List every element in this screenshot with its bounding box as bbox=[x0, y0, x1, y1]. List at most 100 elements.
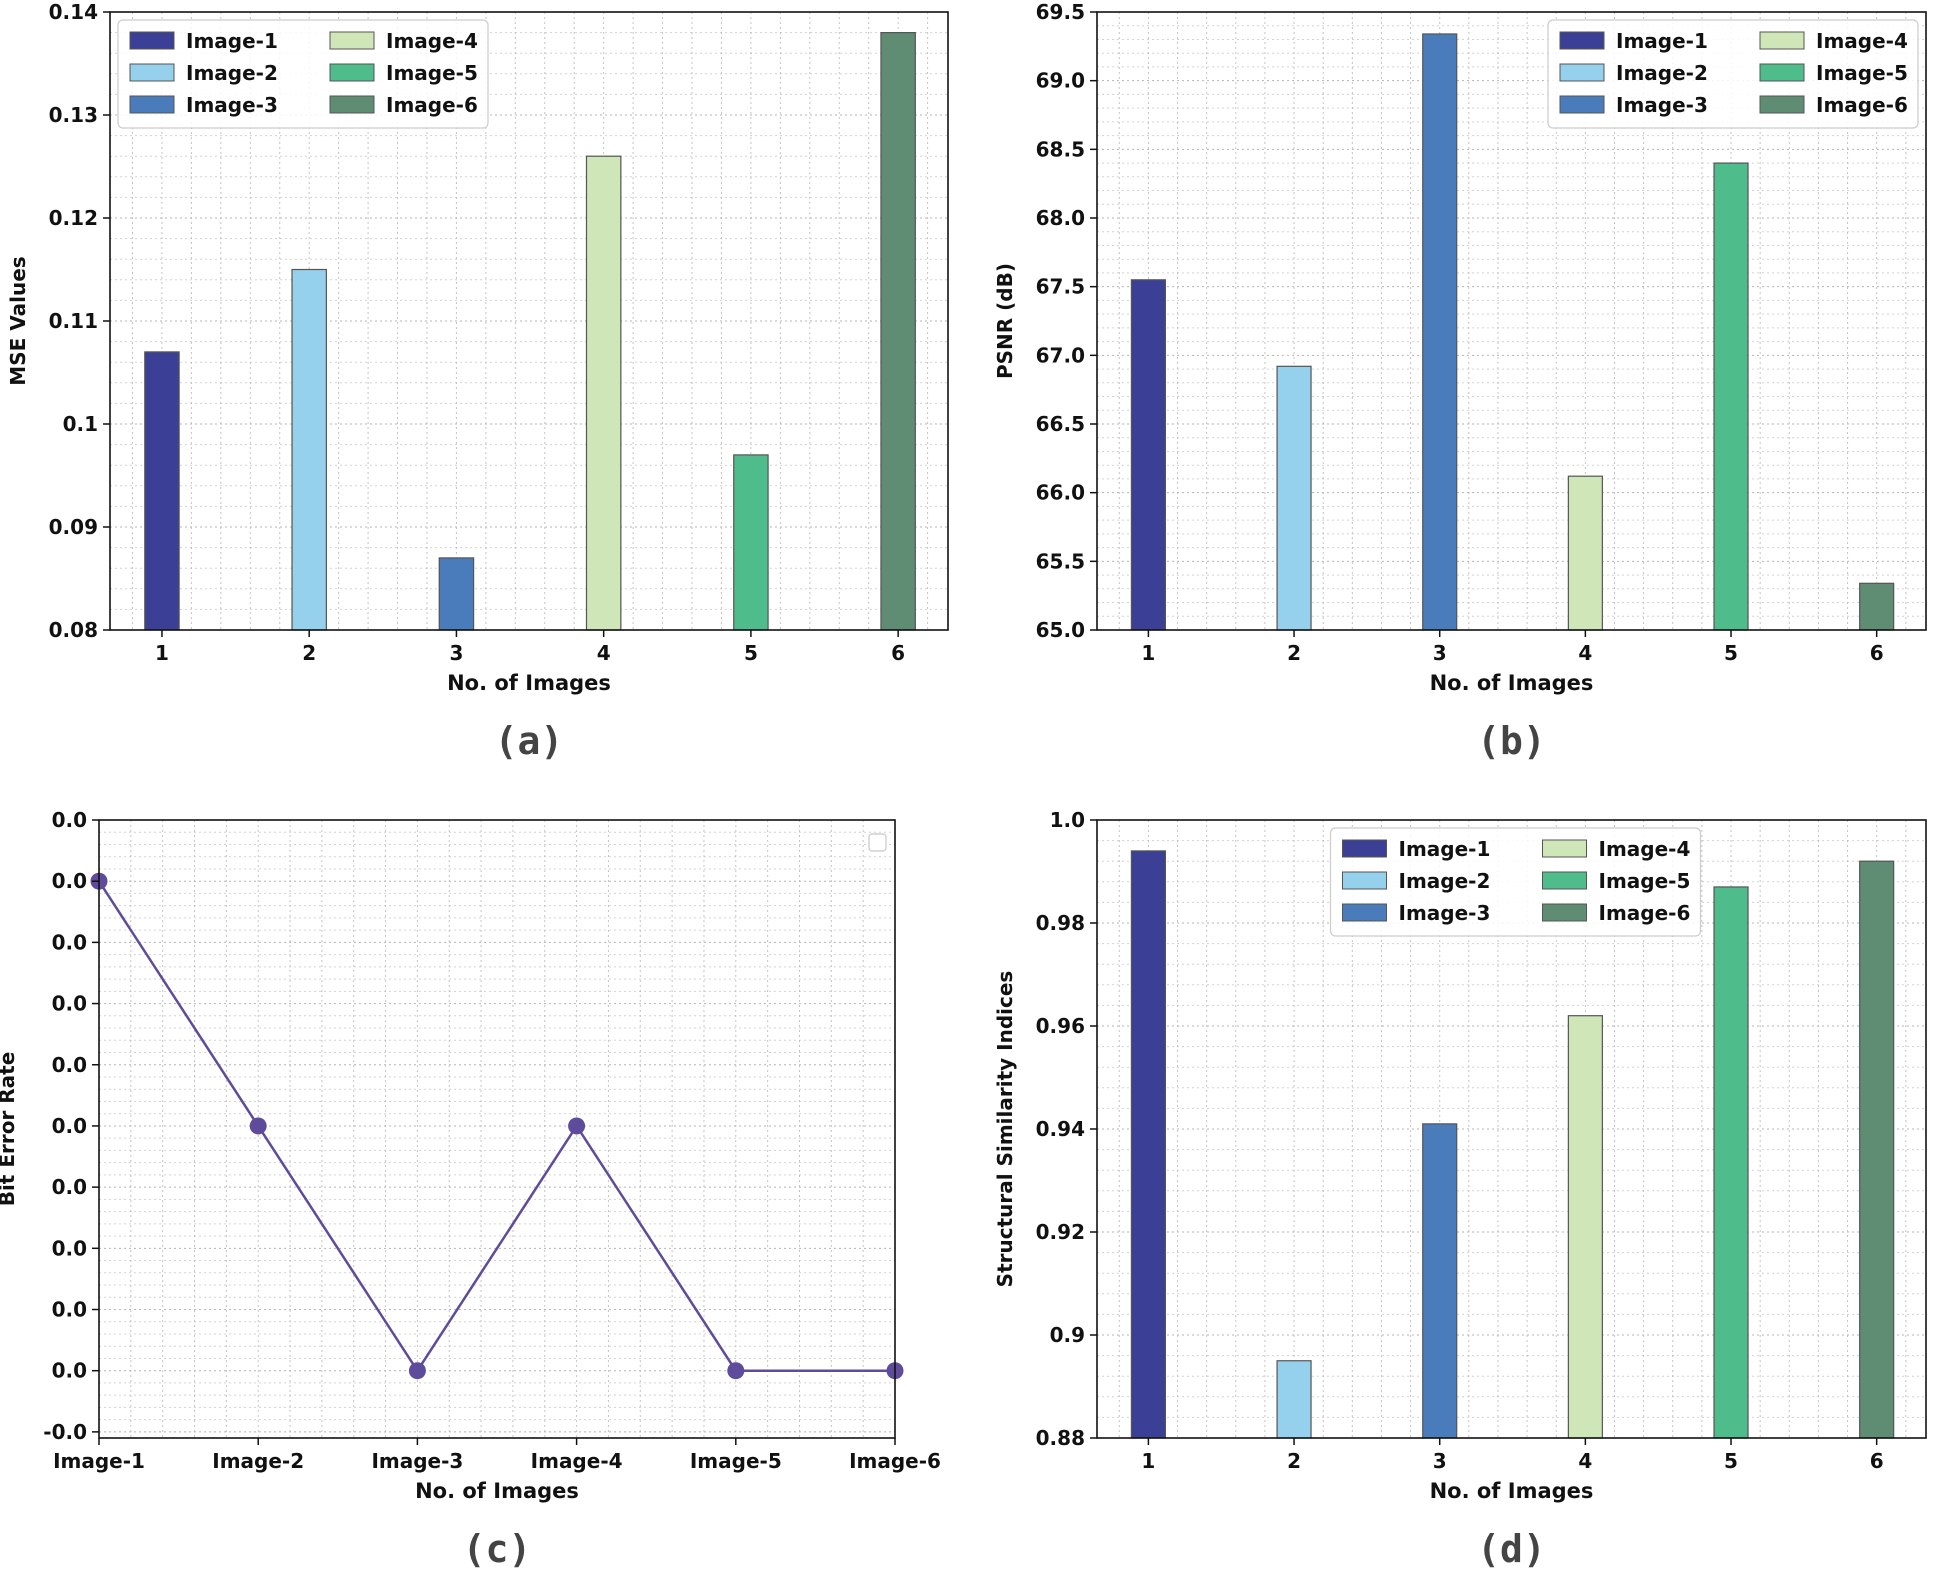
bar-5 bbox=[1713, 162, 1749, 631]
bar-2 bbox=[291, 268, 327, 631]
legend-label: Image-3 bbox=[186, 93, 278, 117]
legend-label: Image-2 bbox=[1399, 869, 1491, 893]
chart-panel-3: -0.0 0.0 0.0 0.0 0.0 0.0 0.0 0.0 0.0 0.0 0.0 Image-… bbox=[0, 808, 941, 1571]
y-axis-label: Structural Similarity Indices bbox=[993, 971, 1017, 1288]
x-tick-label: 1 bbox=[1141, 1449, 1155, 1473]
y-tick-label: -0.0 bbox=[43, 1420, 87, 1444]
y-tick-label: 67.5 bbox=[1036, 275, 1085, 299]
y-tick-label: 0.9 bbox=[1050, 1323, 1085, 1347]
x-tick-label: 4 bbox=[597, 641, 611, 665]
x-tick-label: 1 bbox=[1141, 641, 1155, 665]
panel-caption: (b) bbox=[1477, 719, 1546, 763]
legend-label: Image-6 bbox=[1599, 901, 1691, 925]
point-Image-3 bbox=[408, 1362, 426, 1380]
legend-swatch bbox=[1559, 63, 1605, 82]
bar-5 bbox=[1713, 886, 1749, 1439]
legend: Image-1 Image-2 Image-3 Image-4 Image-5 Image… bbox=[117, 19, 489, 129]
bar-4 bbox=[1567, 475, 1603, 631]
bar-3 bbox=[1422, 1123, 1458, 1439]
legend-label: Image-5 bbox=[386, 61, 478, 85]
x-tick-label: 6 bbox=[891, 641, 905, 665]
legend-swatch bbox=[1559, 31, 1605, 50]
legend-label: Image-1 bbox=[1399, 837, 1491, 861]
x-tick-label: Image-3 bbox=[371, 1449, 463, 1473]
y-tick-label: 0.11 bbox=[49, 309, 98, 333]
x-tick-label: 2 bbox=[1287, 1449, 1301, 1473]
y-tick-label: 68.5 bbox=[1036, 137, 1085, 161]
y-tick-label: 0.98 bbox=[1036, 911, 1085, 935]
legend-frame bbox=[1547, 19, 1919, 129]
legend-frame bbox=[1329, 827, 1702, 937]
legend-swatch bbox=[1542, 839, 1587, 858]
y-tick-label: 0.12 bbox=[49, 206, 98, 230]
y-tick-label: 0.09 bbox=[49, 515, 98, 539]
legend-swatch bbox=[1542, 871, 1587, 890]
legend-swatch bbox=[1342, 839, 1387, 858]
legend-swatch bbox=[329, 63, 375, 82]
chart-panel-4: 0.88 0.9 0.92 0.94 0.96 0.98 1.0 1 2 3 4 5 6 No. of I… bbox=[993, 808, 1927, 1571]
bar-6 bbox=[1859, 860, 1895, 1439]
y-tick-label: 0.0 bbox=[52, 1053, 87, 1077]
x-tick-label: 6 bbox=[1870, 1449, 1884, 1473]
x-tick-label: 1 bbox=[155, 641, 169, 665]
y-tick-label: 67.0 bbox=[1036, 343, 1085, 367]
legend-box bbox=[868, 833, 887, 852]
legend-label: Image-1 bbox=[1616, 29, 1708, 53]
legend-label: Image-4 bbox=[1599, 837, 1691, 861]
bar-4 bbox=[1567, 1015, 1603, 1439]
panel-caption: (d) bbox=[1477, 1527, 1546, 1571]
x-tick-label: 3 bbox=[1433, 641, 1447, 665]
axes-frame bbox=[98, 819, 896, 1439]
legend: Image-1 Image-2 Image-3 Image-4 Image-5 Image… bbox=[1547, 19, 1919, 129]
y-tick-label: 66.0 bbox=[1036, 481, 1085, 505]
y-tick-label: 0.88 bbox=[1036, 1426, 1085, 1450]
y-axis-label: PSNR (dB) bbox=[993, 263, 1017, 379]
y-tick-label: 1.0 bbox=[1050, 808, 1085, 832]
x-axis-label: No. of Images bbox=[1430, 671, 1594, 695]
x-tick-label: 4 bbox=[1578, 641, 1592, 665]
legend-swatch bbox=[129, 95, 175, 114]
y-tick-label: 0.0 bbox=[52, 1236, 87, 1260]
panel-caption: (a) bbox=[495, 719, 564, 763]
x-axis-label: No. of Images bbox=[1430, 1479, 1594, 1503]
y-tick-label: 0.0 bbox=[52, 1175, 87, 1199]
legend-swatch bbox=[1342, 871, 1387, 890]
x-axis-label: No. of Images bbox=[415, 1479, 579, 1503]
x-tick-label: Image-5 bbox=[690, 1449, 782, 1473]
y-tick-label: 0.08 bbox=[49, 618, 98, 642]
legend-swatch bbox=[1759, 95, 1805, 114]
bar-2 bbox=[1276, 365, 1312, 631]
legend-swatch bbox=[329, 31, 375, 50]
legend-label: Image-4 bbox=[1816, 29, 1908, 53]
legend-frame bbox=[117, 19, 489, 129]
y-tick-label: 0.0 bbox=[52, 992, 87, 1016]
axes-frame bbox=[1096, 11, 1927, 631]
legend-label: Image-4 bbox=[386, 29, 478, 53]
bar-1 bbox=[144, 351, 180, 631]
y-axis-label: MSE Values bbox=[6, 256, 30, 385]
y-tick-label: 66.5 bbox=[1036, 412, 1085, 436]
x-tick-label: 2 bbox=[302, 641, 316, 665]
bar-1 bbox=[1130, 850, 1166, 1439]
x-tick-label: 4 bbox=[1578, 1449, 1592, 1473]
bar-3 bbox=[1422, 33, 1458, 631]
legend-label: Image-2 bbox=[186, 61, 278, 85]
legend: Image-1 Image-2 Image-3 Image-4 Image-5 Image… bbox=[1329, 827, 1702, 937]
x-tick-label: 5 bbox=[744, 641, 758, 665]
bar-3 bbox=[438, 557, 475, 631]
y-tick-label: 0.0 bbox=[52, 869, 87, 893]
bar-6 bbox=[1859, 582, 1895, 631]
y-tick-label: 0.0 bbox=[52, 1114, 87, 1138]
y-tick-label: 65.0 bbox=[1036, 618, 1085, 642]
x-tick-label: Image-2 bbox=[212, 1449, 304, 1473]
x-tick-label: 2 bbox=[1287, 641, 1301, 665]
legend-label: Image-2 bbox=[1616, 61, 1708, 85]
y-tick-label: 0.92 bbox=[1036, 1220, 1085, 1244]
x-tick-label: Image-6 bbox=[849, 1449, 941, 1473]
legend-label: Image-1 bbox=[186, 29, 278, 53]
legend-label: Image-3 bbox=[1399, 901, 1491, 925]
bar-1 bbox=[1130, 279, 1166, 631]
y-tick-label: 0.0 bbox=[52, 1298, 87, 1322]
x-tick-label: 3 bbox=[1433, 1449, 1447, 1473]
